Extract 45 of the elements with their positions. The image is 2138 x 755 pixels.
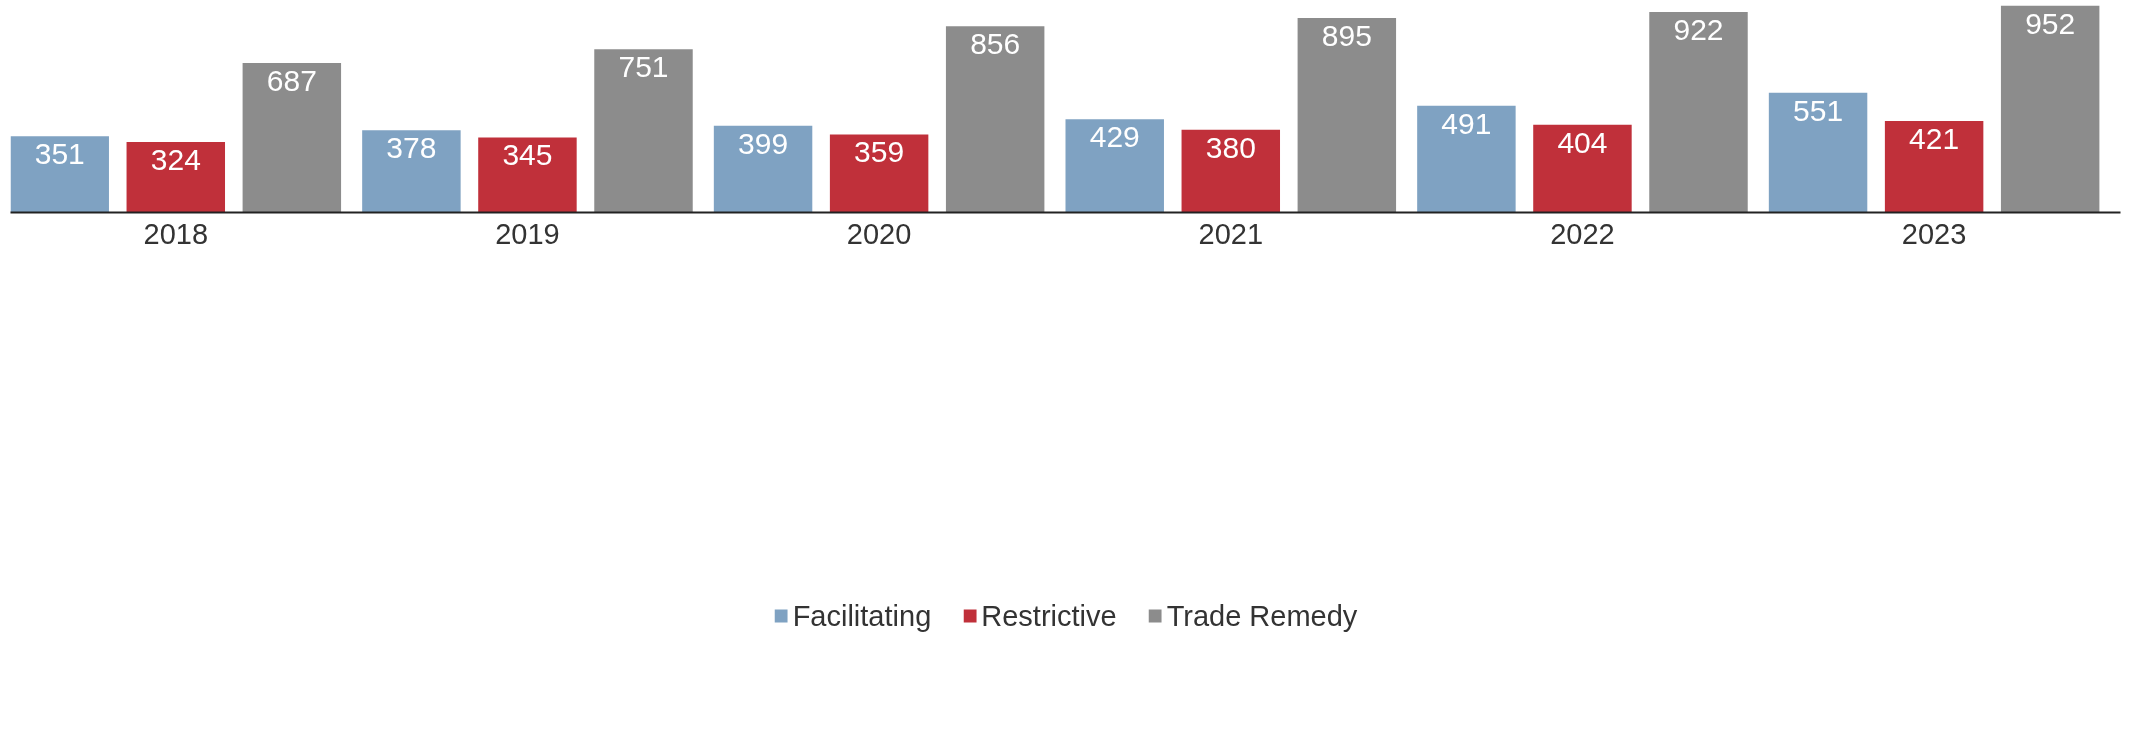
data-label: 856 [970,27,1021,61]
data-label: 324 [150,143,201,177]
bar [2000,5,2100,213]
data-label: 551 [1793,93,1844,127]
bar [945,26,1045,213]
bar [1181,129,1281,213]
data-label: 491 [1441,106,1492,140]
bar [10,136,109,213]
legend-label: Facilitating [792,599,932,633]
bar [126,142,226,213]
data-label: 952 [2025,6,2076,40]
data-label: 922 [1673,13,1724,47]
data-label: 399 [738,126,789,160]
data-label: 687 [266,64,317,98]
legend-label: Restrictive [981,599,1117,633]
data-label: 404 [1557,125,1608,159]
bar [829,134,929,213]
legend-label: Trade Remedy [1166,599,1358,633]
bar [1533,124,1632,213]
data-label: 378 [386,131,437,165]
bar [1768,92,1868,213]
data-label: 345 [502,138,553,172]
bar [1297,17,1397,213]
bar [713,125,813,213]
x-tick-label: 2019 [495,217,560,250]
data-label: 421 [1909,121,1960,155]
x-tick-label: 2021 [1198,217,1264,250]
data-label: 895 [1321,18,1372,52]
x-tick-label: 2018 [143,217,209,250]
data-label: 351 [34,137,85,171]
bar [242,63,342,213]
x-tick-label: 2023 [1901,217,1967,250]
bar [1649,12,1748,213]
data-label: 359 [854,135,905,169]
x-tick-label: 2022 [1550,217,1615,250]
bar [594,49,693,213]
bar [478,137,577,213]
data-label: 751 [618,50,669,84]
x-tick-label: 2020 [846,217,912,250]
bar [1065,119,1164,213]
data-label: 380 [1205,130,1256,164]
bar [1884,120,1984,213]
bar [1417,105,1516,213]
data-label: 429 [1089,120,1140,154]
bar [362,130,461,213]
